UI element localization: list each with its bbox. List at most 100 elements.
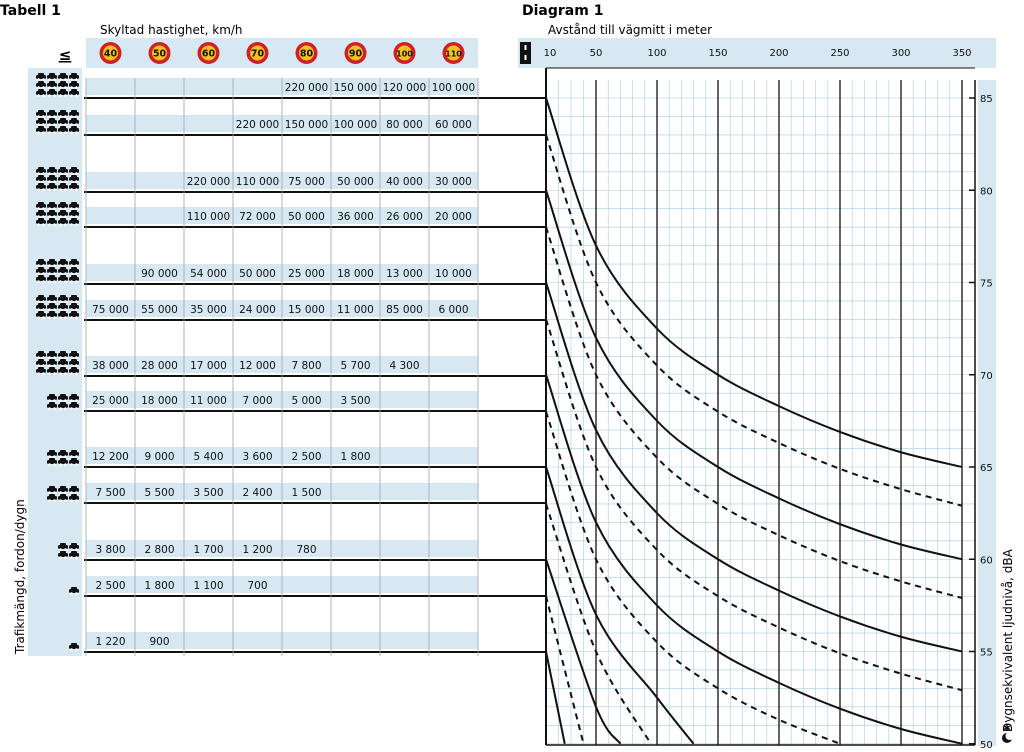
car-icon [58,110,68,118]
car-icon [36,311,46,319]
y-tick-label: 85 [980,94,993,105]
car-icon [58,73,68,81]
car-icon [47,351,57,359]
chart-curves [545,97,963,745]
speed-sign-label: 60 [202,49,216,60]
svg-text:✱: ✱ [1003,724,1011,734]
table-cell: 1 800 [144,580,174,592]
car-icon [58,202,68,210]
traffic-volume-icon [47,450,79,466]
table-row: 1 220 900 [84,632,546,653]
speed-sign-icon: 90 [344,42,367,64]
car-icon [69,494,79,502]
car-icon [36,267,46,275]
table-row: 3 800 2 800 1 700 1 200 780 [84,540,546,561]
car-icon [69,311,79,319]
car-icon [69,118,79,126]
chart-title: Diagram 1 [522,3,603,19]
car-icon [69,275,79,283]
table-cell: 50 000 [239,268,276,280]
table-cell: 3 600 [242,451,272,463]
car-icon [69,303,79,311]
car-icon [47,210,57,218]
car-icon [58,450,68,458]
car-icon [36,118,46,126]
speed-sign-label: 70 [251,49,265,60]
table-title: Tabell 1 [0,3,61,19]
table-cell: 1 100 [193,580,223,592]
car-icon [58,486,68,494]
car-icon [58,359,68,367]
car-icon [47,118,57,126]
speed-sign-icon: 50 [148,42,171,64]
car-icon [36,359,46,367]
car-icon [58,126,68,134]
car-icon [47,167,57,175]
traffic-volume-icon [36,259,79,283]
car-icon [69,643,79,651]
car-icons [36,73,79,651]
solid-curve [545,558,622,745]
car-icon [47,486,57,494]
car-icon [47,202,57,210]
car-icon [58,167,68,175]
car-icon [47,81,57,89]
car-icon [47,359,57,367]
speed-sign-face [250,45,265,61]
x-tick-label: 200 [769,48,788,59]
car-icon [36,367,46,375]
car-icon [69,394,79,402]
car-icon [58,551,68,559]
table-cell: 11 000 [337,304,374,316]
car-icon [47,450,57,458]
car-icon [47,73,57,81]
table-cell: 80 000 [386,119,423,131]
car-icon [58,543,68,551]
table-cell: 18 000 [337,268,374,280]
speed-sign-face [397,45,412,61]
car-icon [69,543,79,551]
table-cell: 55 000 [141,304,178,316]
solid-curve [545,651,566,744]
car-icon [58,210,68,218]
speed-sign-icon: 80 [295,42,318,64]
x-tick-label: 350 [952,48,971,59]
table-cell: 780 [296,544,316,556]
car-icon [69,295,79,303]
car-icon [69,167,79,175]
dashed-curve [545,134,963,507]
solid-curve [545,97,963,468]
car-icon [69,183,79,191]
table-cell: 38 000 [92,360,129,372]
speed-sign-face [299,45,314,61]
y-tick-label: 50 [980,740,993,751]
table-cell: 110 000 [187,211,230,223]
table-cell: 60 000 [435,119,472,131]
speed-sign-face [152,45,167,61]
y-axis-label: Dygnsekvivalent ljudnivå, dBA [1001,548,1015,732]
dashed-curve [545,503,652,745]
x-tick-label: 150 [708,48,727,59]
car-icon [69,551,79,559]
table-cell: 75 000 [288,176,325,188]
speed-sign-label: 50 [153,49,167,60]
solid-curve [545,282,963,653]
table-cell: 120 000 [383,82,426,94]
table-cell: 2 500 [291,451,321,463]
table-cell: 15 000 [288,304,325,316]
le-symbol: ≤ [59,46,72,64]
x-axis-label: Avstånd till vägmitt i meter [548,23,712,37]
car-icon [47,394,57,402]
x-tick-label: 100 [647,48,666,59]
car-icon [47,110,57,118]
speed-sign-label: 100 [396,50,413,59]
table-cell: 7 000 [242,395,272,407]
table-cell: 150 000 [334,82,377,94]
car-icon [47,183,57,191]
dashed-curve [545,226,963,599]
car-icon [69,175,79,183]
speed-sign-face [446,45,461,61]
car-icon [69,202,79,210]
speed-sign-label: 90 [349,49,363,60]
